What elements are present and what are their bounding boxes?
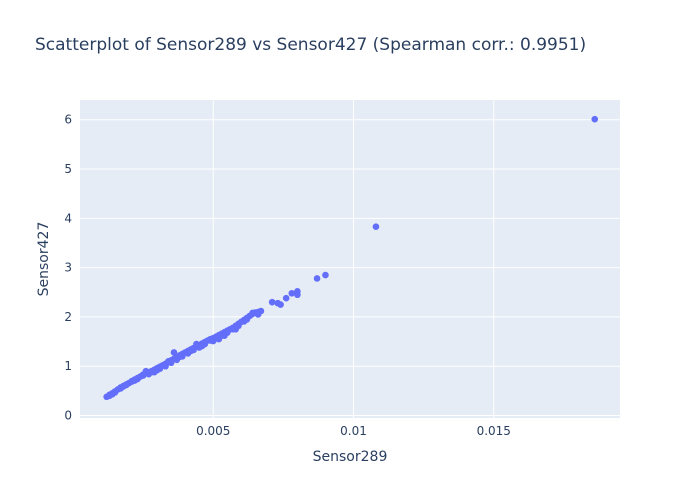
chart-title: Scatterplot of Sensor289 vs Sensor427 (S… (35, 35, 586, 55)
y-tick-label: 6 (64, 113, 72, 127)
data-point (131, 377, 139, 384)
y-tick-labels: 0 1 2 3 4 5 6 (64, 113, 72, 423)
data-point (215, 335, 223, 343)
y-tick-label: 1 (64, 359, 72, 373)
data-point (282, 294, 290, 302)
data-point (120, 383, 127, 390)
data-point (165, 358, 172, 365)
data-point (176, 353, 183, 361)
data-point (162, 362, 169, 370)
data-point (142, 367, 150, 375)
y-tick-label: 3 (64, 261, 72, 275)
data-point (221, 332, 228, 339)
data-point (170, 349, 178, 356)
data-point (268, 298, 276, 306)
data-point (288, 289, 296, 297)
data-point (108, 391, 116, 398)
y-tick-label: 5 (64, 162, 72, 176)
y-tick-label: 2 (64, 310, 72, 324)
data-point (243, 316, 251, 323)
data-point (313, 275, 321, 282)
data-point (232, 325, 239, 333)
x-tick-label: 0.005 (196, 424, 230, 438)
data-point (153, 366, 161, 374)
y-tick-label: 0 (64, 409, 72, 423)
data-point (254, 311, 262, 318)
data-point (322, 271, 329, 279)
data-point (209, 337, 217, 345)
data-point (294, 287, 301, 295)
y-tick-label: 4 (64, 211, 72, 225)
gridlines (80, 100, 620, 418)
data-point (372, 223, 380, 231)
x-axis-title: Sensor289 (313, 449, 388, 465)
data-point (591, 115, 599, 123)
data-point (187, 347, 195, 355)
data-point (277, 301, 284, 308)
x-tick-label: 0.015 (477, 424, 511, 438)
data-point (198, 342, 206, 350)
data-point (193, 340, 200, 348)
x-tick-labels: 0.005 0.01 0.015 (196, 424, 511, 438)
data-point (148, 368, 155, 376)
data-points (103, 115, 599, 401)
data-point (249, 309, 256, 317)
x-tick-label: 0.01 (340, 424, 367, 438)
y-axis-title: Sensor427 (36, 222, 52, 297)
